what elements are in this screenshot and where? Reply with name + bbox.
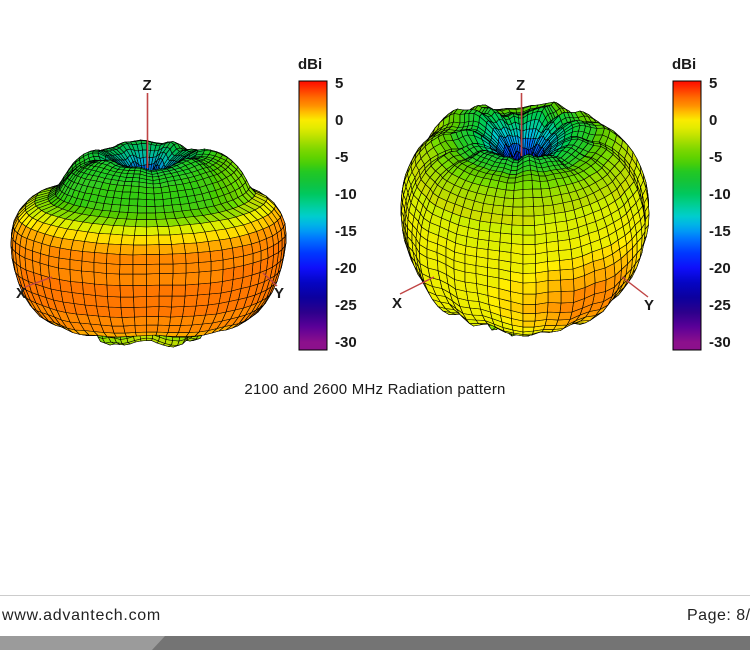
- svg-text:-30: -30: [709, 334, 731, 351]
- svg-text:Y: Y: [274, 285, 284, 302]
- svg-text:0: 0: [709, 112, 717, 129]
- svg-text:Z: Z: [143, 77, 152, 94]
- svg-text:-15: -15: [709, 223, 731, 240]
- svg-text:X: X: [16, 285, 26, 302]
- svg-text:-20: -20: [335, 260, 357, 277]
- svg-text:-30: -30: [335, 334, 357, 351]
- svg-text:-10: -10: [709, 186, 731, 203]
- svg-text:-5: -5: [335, 149, 348, 166]
- svg-text:-25: -25: [709, 297, 731, 314]
- svg-text:X: X: [392, 295, 402, 312]
- svg-text:-25: -25: [335, 297, 357, 314]
- svg-text:Z: Z: [516, 77, 525, 94]
- svg-text:dBi: dBi: [298, 56, 322, 73]
- svg-text:-10: -10: [335, 186, 357, 203]
- svg-text:-15: -15: [335, 223, 357, 240]
- svg-text:0: 0: [335, 112, 343, 129]
- svg-text:-20: -20: [709, 260, 731, 277]
- svg-text:Y: Y: [644, 297, 654, 314]
- svg-text:5: 5: [709, 75, 717, 92]
- svg-text:dBi: dBi: [672, 56, 696, 73]
- svg-text:5: 5: [335, 75, 343, 92]
- svg-text:-5: -5: [709, 149, 722, 166]
